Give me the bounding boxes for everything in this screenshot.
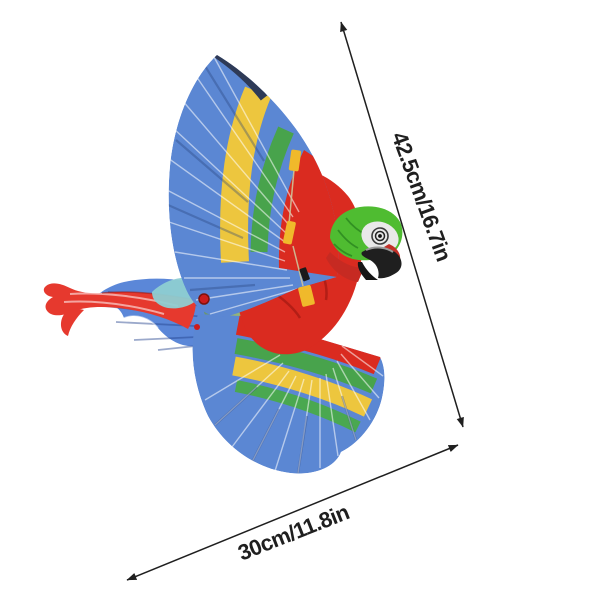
parrot-illustration: [43, 55, 403, 474]
upper-wing: [168, 55, 339, 317]
red-bead: [198, 293, 210, 305]
width-dimension-line: [126, 444, 459, 581]
red-bead-small: [194, 324, 200, 330]
upper-wing-red-inner: [278, 150, 339, 277]
string-line: [288, 169, 304, 287]
eye-pupil: [378, 234, 382, 238]
upper-wing-feather-shadows: [168, 65, 265, 292]
clip-middle: [282, 220, 296, 245]
upper-wing-green-band: [250, 126, 294, 253]
clip-bottom: [298, 285, 315, 307]
upper-wing-feather-lines: [168, 56, 304, 317]
lower-wing-feather-shadows: [214, 386, 358, 474]
width-dimension-label: 30cm/11.8in: [234, 499, 352, 565]
clip-slot: [299, 267, 310, 282]
beak-lower: [357, 262, 378, 280]
wingspan-dimension-line: [340, 21, 464, 428]
clip-top: [288, 149, 302, 172]
tail-ribbon-droop: [60, 308, 84, 336]
tail-feather-highlight: [123, 315, 159, 329]
hanging-hardware: [282, 149, 315, 307]
